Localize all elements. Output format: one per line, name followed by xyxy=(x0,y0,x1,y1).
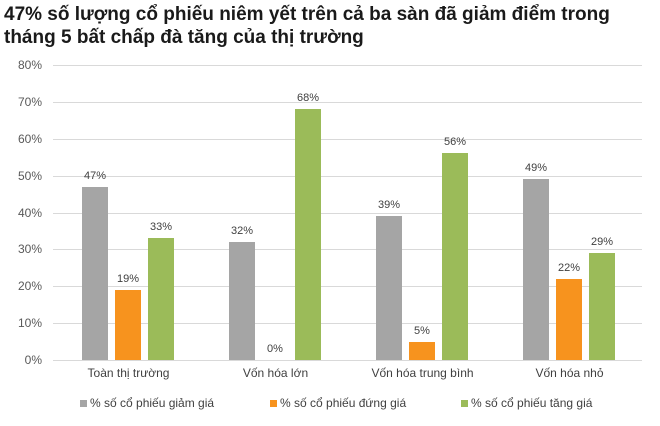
data-label: 56% xyxy=(443,136,467,148)
data-label: 32% xyxy=(230,225,254,237)
legend-item: % số cổ phiếu tăng giá xyxy=(461,396,592,410)
data-label: 19% xyxy=(116,273,140,285)
data-label: 5% xyxy=(414,325,430,337)
gridline xyxy=(53,102,642,103)
data-label: 0% xyxy=(267,343,283,355)
bar-unchanged xyxy=(556,279,582,360)
bar-advance xyxy=(295,109,321,360)
data-label: 33% xyxy=(149,221,173,233)
gridline xyxy=(53,323,642,324)
bar-decline xyxy=(82,187,108,360)
y-tick-label: 50% xyxy=(17,169,42,183)
bar-advance xyxy=(148,238,174,360)
data-label: 49% xyxy=(524,162,548,174)
bar-decline xyxy=(376,216,402,360)
legend-label: % số cổ phiếu tăng giá xyxy=(471,396,593,410)
data-label: 39% xyxy=(377,199,401,211)
y-tick-label: 70% xyxy=(17,95,42,109)
y-tick-label: 30% xyxy=(17,242,42,256)
legend-swatch-icon xyxy=(461,399,468,407)
legend-item: % số cổ phiếu giảm giá xyxy=(80,396,214,410)
data-label: 22% xyxy=(557,262,581,274)
y-tick-label: 20% xyxy=(17,279,42,293)
bar-advance xyxy=(589,253,615,360)
gridline xyxy=(53,65,642,66)
y-tick-label: 80% xyxy=(17,58,42,72)
gridline xyxy=(53,213,642,214)
y-tick-label: 60% xyxy=(17,132,42,146)
data-label: 68% xyxy=(296,92,320,104)
legend-item: % số cổ phiếu đứng giá xyxy=(270,396,406,410)
y-tick-label: 10% xyxy=(17,316,42,330)
gridline xyxy=(53,286,642,287)
bar-decline xyxy=(523,179,549,360)
data-label: 47% xyxy=(83,170,107,182)
gridline xyxy=(53,360,642,361)
bar-unchanged xyxy=(409,342,435,360)
y-tick-label: 40% xyxy=(17,206,42,220)
y-tick-label: 0% xyxy=(24,353,42,367)
legend-label: % số cổ phiếu đứng giá xyxy=(280,396,407,410)
gridline xyxy=(53,249,642,250)
x-axis-category-label: Vốn hóa nhỏ xyxy=(535,366,604,380)
bar-unchanged xyxy=(115,290,141,360)
bar-advance xyxy=(442,153,468,360)
legend-swatch-icon xyxy=(80,399,87,407)
gridline xyxy=(53,139,642,140)
chart-title: 47% số lượng cổ phiếu niêm yết trên cả b… xyxy=(4,4,610,48)
data-label: 29% xyxy=(590,236,614,248)
x-axis-category-label: Toàn thị trường xyxy=(87,366,170,380)
bar-decline xyxy=(229,242,255,360)
x-axis-category-label: Vốn hóa lớn xyxy=(242,366,309,380)
legend-label: % số cổ phiếu giảm giá xyxy=(90,396,215,410)
legend-swatch-icon xyxy=(270,399,277,407)
gridline xyxy=(53,176,642,177)
x-axis-category-label: Vốn hóa trung bình xyxy=(371,366,474,380)
